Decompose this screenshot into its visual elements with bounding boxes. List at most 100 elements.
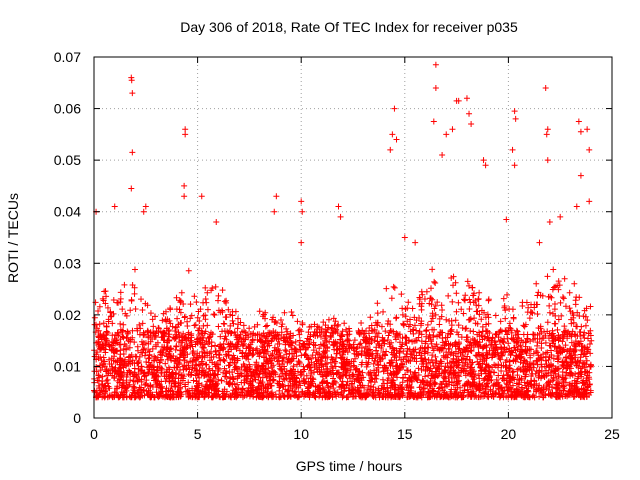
data-point	[500, 338, 507, 345]
data-point	[109, 365, 116, 372]
data-point	[276, 387, 283, 394]
data-point	[548, 392, 555, 399]
data-point	[432, 353, 439, 360]
data-point	[345, 345, 352, 352]
data-point	[187, 315, 194, 322]
data-point	[373, 344, 380, 351]
data-point	[140, 208, 147, 215]
x-tick-label: 5	[194, 426, 202, 442]
data-point	[485, 363, 492, 370]
data-point	[345, 384, 352, 391]
data-point	[335, 203, 342, 210]
data-point	[466, 316, 473, 323]
data-point	[413, 358, 420, 365]
data-point	[255, 374, 262, 381]
data-point	[182, 313, 189, 320]
data-point	[372, 372, 379, 379]
data-point	[190, 377, 197, 384]
data-point	[206, 339, 213, 346]
data-point	[298, 371, 305, 378]
data-point	[173, 294, 180, 301]
data-point	[469, 383, 476, 390]
data-point	[221, 327, 228, 334]
data-point	[188, 312, 195, 319]
data-point	[309, 352, 316, 359]
data-point	[108, 342, 115, 349]
data-point	[283, 351, 290, 358]
data-point	[439, 151, 446, 158]
data-point	[443, 131, 450, 138]
data-point	[184, 344, 191, 351]
data-point	[128, 77, 135, 84]
data-point	[337, 375, 344, 382]
data-point	[444, 360, 451, 367]
data-point	[419, 291, 426, 298]
data-point	[379, 382, 386, 389]
data-point	[99, 295, 106, 302]
data-point	[102, 300, 109, 307]
data-point	[112, 340, 119, 347]
data-point	[202, 361, 209, 368]
data-point	[540, 351, 547, 358]
data-point	[452, 317, 459, 324]
data-point	[198, 193, 205, 200]
data-point	[382, 388, 389, 395]
data-point	[402, 313, 409, 320]
data-point	[389, 131, 396, 138]
data-point	[189, 343, 196, 350]
data-point	[485, 296, 492, 303]
data-point	[379, 393, 386, 400]
data-point	[193, 385, 200, 392]
data-point	[299, 319, 306, 326]
data-point	[414, 377, 421, 384]
data-point	[564, 331, 571, 338]
data-point	[259, 366, 266, 373]
data-point	[252, 332, 259, 339]
data-point	[116, 341, 123, 348]
data-point	[203, 299, 210, 306]
data-point	[123, 312, 130, 319]
data-point	[336, 345, 343, 352]
data-point	[129, 282, 136, 289]
data-point	[223, 352, 230, 359]
data-point	[415, 372, 422, 379]
data-point	[175, 375, 182, 382]
data-point	[493, 330, 500, 337]
data-point	[471, 315, 478, 322]
data-point	[524, 347, 531, 354]
data-point	[95, 372, 102, 379]
data-point	[322, 361, 329, 368]
data-point	[232, 308, 239, 315]
data-point	[577, 365, 584, 372]
data-point	[582, 322, 589, 329]
data-point	[579, 346, 586, 353]
data-point	[421, 356, 428, 363]
data-point	[312, 342, 319, 349]
data-point	[546, 363, 553, 370]
data-point	[100, 342, 107, 349]
data-point	[506, 320, 513, 327]
data-point	[168, 377, 175, 384]
data-point	[136, 321, 143, 328]
data-point	[181, 193, 188, 200]
data-point	[471, 379, 478, 386]
data-point	[490, 369, 497, 376]
data-point	[194, 336, 201, 343]
data-point	[307, 364, 314, 371]
data-point	[381, 340, 388, 347]
data-point	[265, 329, 272, 336]
data-point	[559, 338, 566, 345]
data-point	[404, 393, 411, 400]
data-point	[518, 346, 525, 353]
data-point	[217, 333, 224, 340]
data-point	[524, 309, 531, 316]
data-point	[300, 343, 307, 350]
data-point	[154, 377, 161, 384]
data-point	[298, 328, 305, 335]
data-point	[385, 332, 392, 339]
data-point	[504, 291, 511, 298]
data-point	[100, 360, 107, 367]
data-point	[542, 391, 549, 398]
data-point	[264, 358, 271, 365]
data-point	[222, 393, 229, 400]
